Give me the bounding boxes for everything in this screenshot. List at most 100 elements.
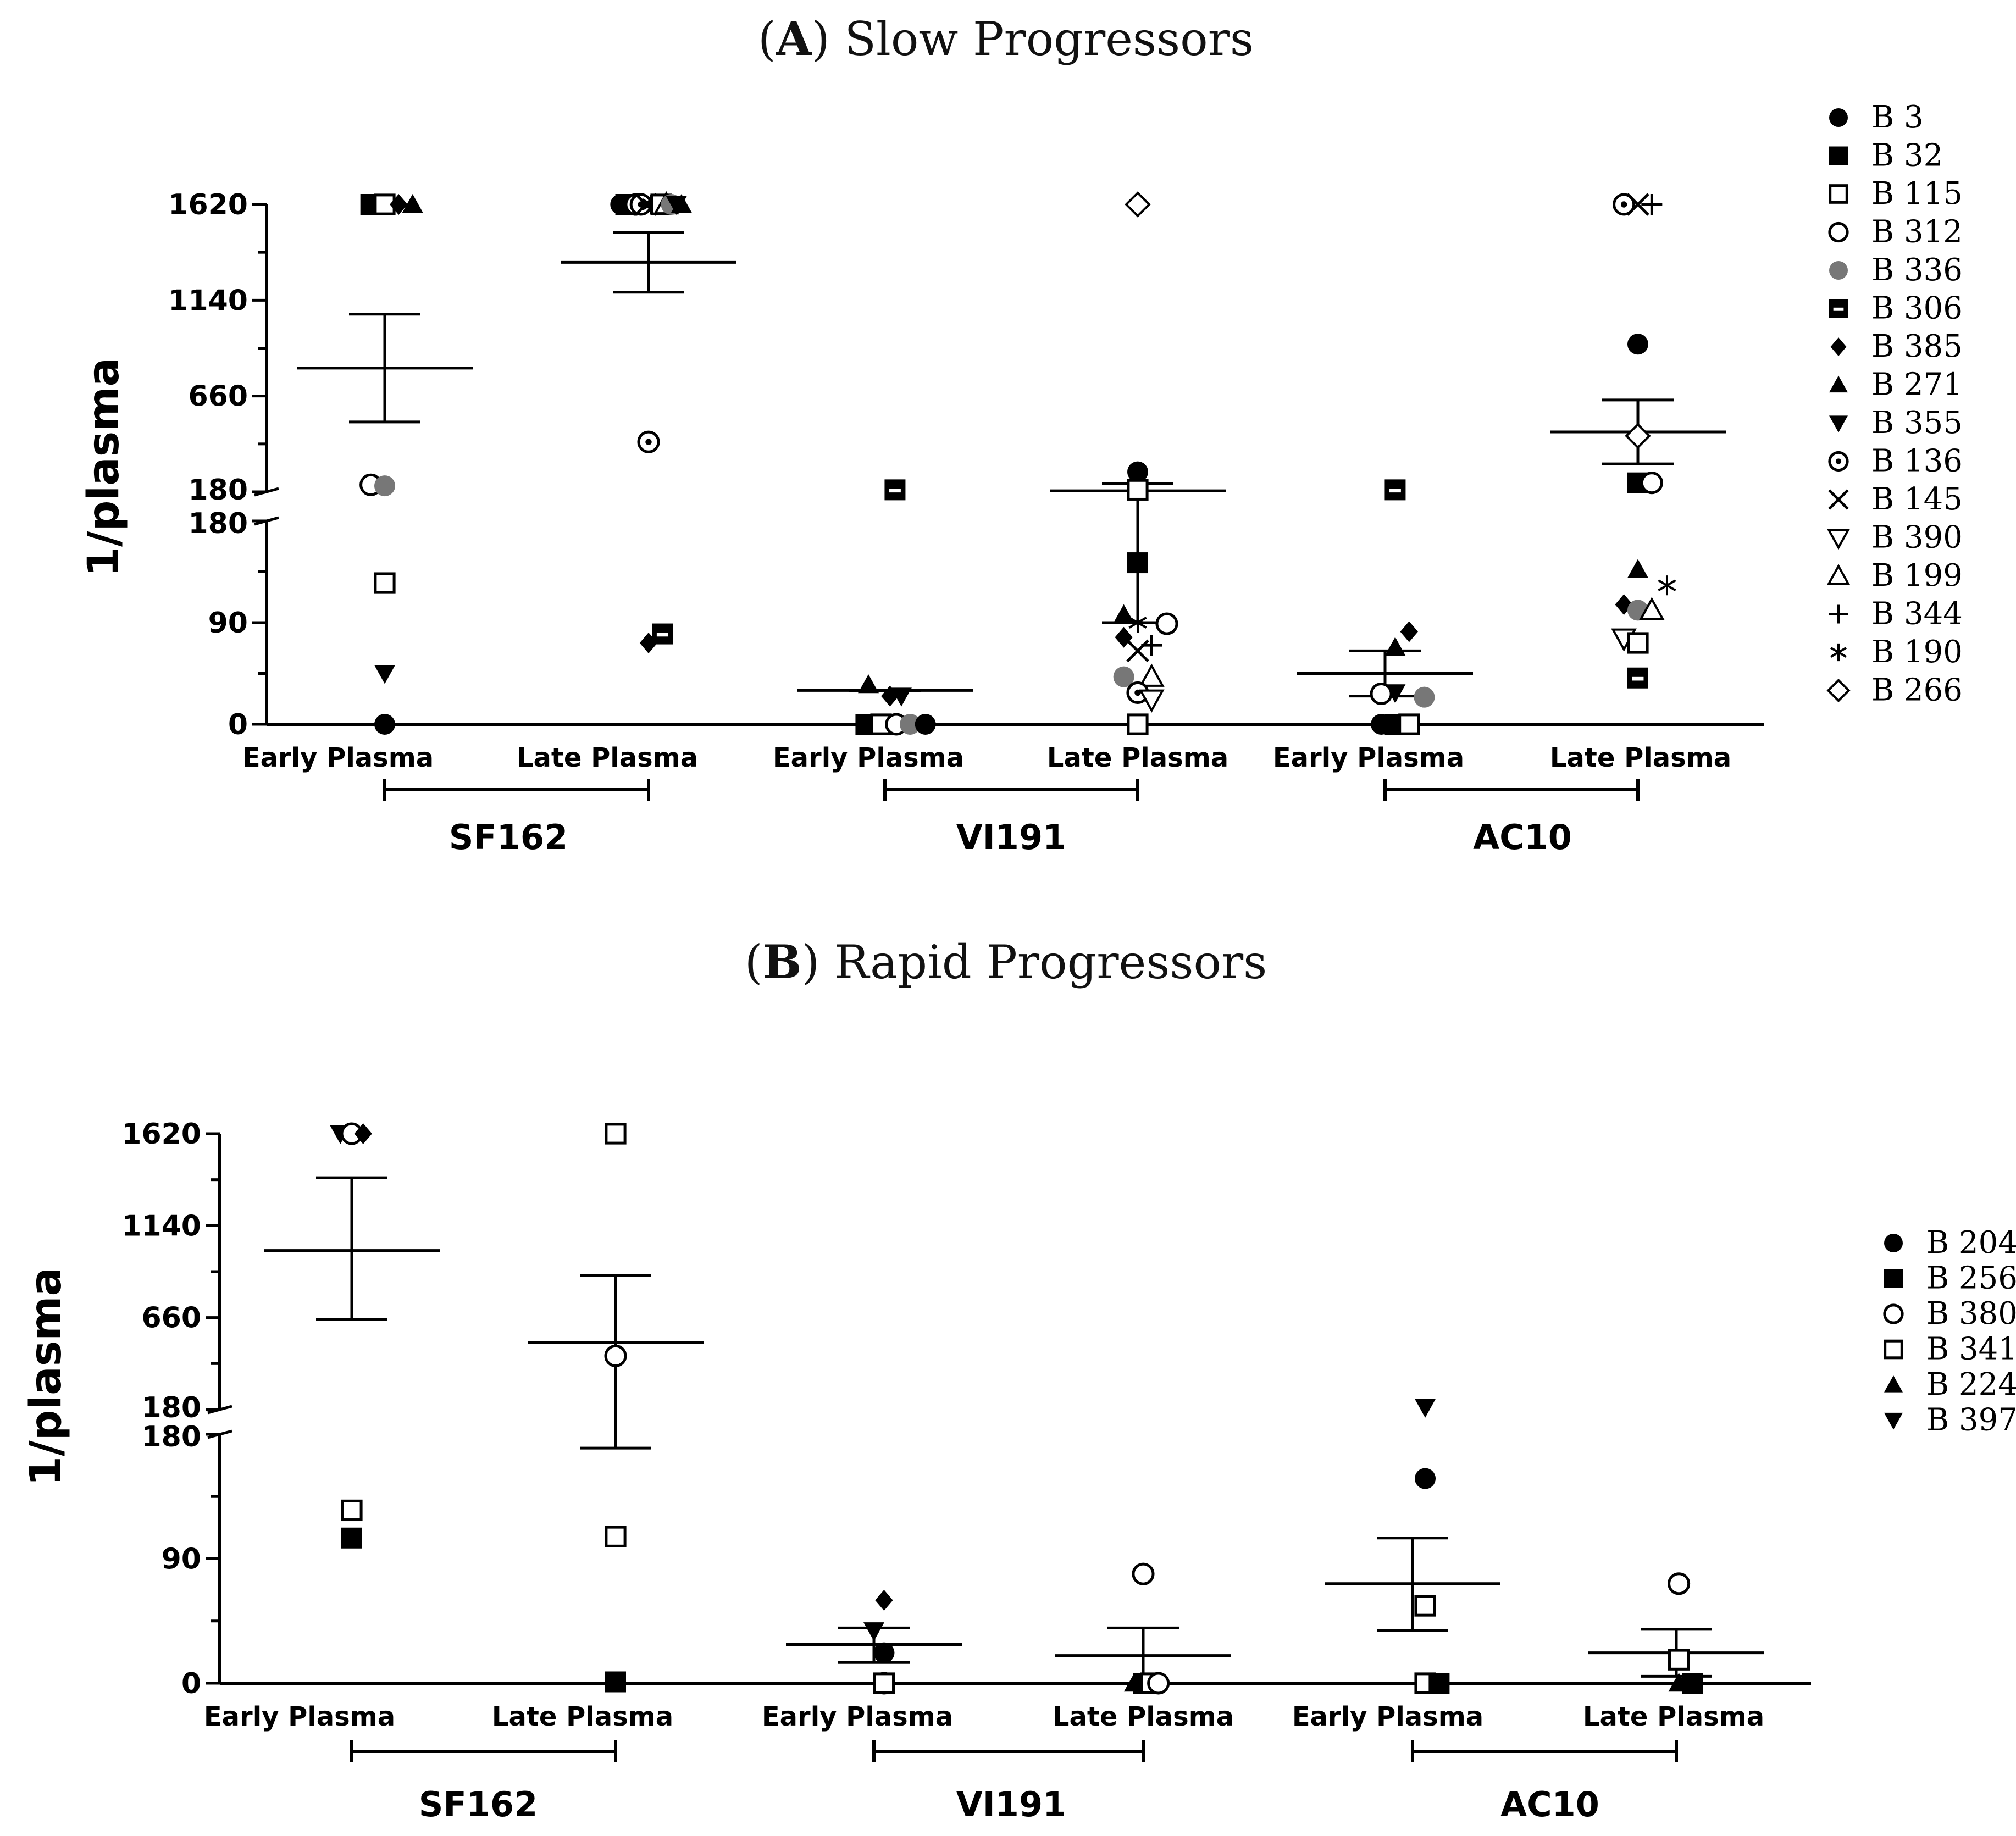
legend-label: B 271 [1871,367,1963,403]
data-point-center [1620,201,1627,208]
y-axis-label: 1/plasma [21,1267,71,1486]
x-category-label: Late Plasma [1047,742,1228,773]
data-point [890,687,912,707]
x-category-label: Early Plasma [1292,1701,1483,1732]
x-category-label: Early Plasma [1273,742,1464,773]
group-label: AC10 [1473,817,1572,857]
legend-label: B 385 [1871,329,1963,364]
data-point [1370,682,1393,706]
data-point [915,714,936,735]
data-point [671,194,692,213]
y-tick-label: 180 [141,1421,201,1454]
legend-label: B 32 [1871,138,1943,174]
data-point [1627,667,1648,689]
data-point [1127,713,1149,735]
data-point [1668,1572,1691,1595]
title-paren-open: ( [758,12,776,66]
data-point [1625,423,1651,450]
y-tick-label: 0 [228,708,248,741]
data-point [1639,597,1665,620]
legend-label: B 336 [1871,252,1963,288]
data-point [1641,194,1663,215]
legend-label: B 190 [1871,634,1963,670]
data-point [1400,621,1418,642]
legend-marker [1829,108,1848,127]
y-tick-label: 1140 [168,284,248,317]
x-category-label: Late Plasma [1550,742,1731,773]
legend-label: B 344 [1871,596,1963,632]
data-point [1627,632,1649,654]
data-point [875,1590,893,1611]
group-label: VI191 [956,1784,1066,1824]
data-point [1384,479,1406,501]
legend-marker-center [1835,458,1842,464]
title-paren-close: ) [812,12,844,66]
data-point [341,1527,362,1549]
data-point-center [645,439,652,445]
group-label: VI191 [956,817,1066,857]
y-tick-label: 90 [208,607,248,640]
data-point [354,1123,372,1144]
legend-marker [1829,299,1848,318]
data-point-stripe [1389,489,1401,493]
legend-marker [1829,604,1848,624]
legend-label: B 266 [1871,673,1963,708]
y-tick-label: 1620 [121,1118,201,1151]
y-tick-label: 1140 [121,1210,201,1243]
group-bracket [872,1740,1145,1762]
data-point [1682,1673,1703,1694]
data-point [1126,639,1149,663]
group-bracket [883,779,1139,801]
data-point [1132,1562,1155,1585]
legend-label: B 145 [1871,481,1963,517]
legend-label: B 341 [1926,1332,2016,1367]
data-point [1415,1468,1436,1489]
data-point [1141,635,1162,656]
legend-marker [1826,564,1851,585]
data-point [1414,1595,1436,1617]
legend-marker [1884,1412,1903,1430]
legend-marker [1884,1269,1903,1288]
legend-label: B 204 [1926,1225,2016,1261]
y-tick-label: 660 [141,1302,201,1335]
legend-marker [1828,221,1849,243]
group-label: SF162 [419,1784,538,1824]
x-category-label: Late Plasma [517,742,698,773]
legend-marker [1884,1339,1903,1360]
legend-marker [1828,451,1849,472]
data-point [1415,1399,1436,1418]
data-point [374,475,395,497]
data-point [374,665,395,684]
legend-label: B 115 [1871,176,1963,212]
x-category-label: Late Plasma [492,1701,673,1732]
data-point [884,479,906,501]
legend-label: B 256 [1926,1261,2016,1296]
data-point [1658,575,1676,596]
data-point [1139,663,1165,687]
y-tick-label: 180 [188,507,248,540]
legend-marker [1828,489,1849,510]
data-point [1125,191,1151,218]
group-label: SF162 [449,817,568,857]
legend-label: B 380 [1926,1296,2016,1332]
legend-marker [1884,1234,1903,1252]
x-category-label: Early Plasma [773,742,964,773]
data-point-stripe [656,633,668,637]
data-point [900,714,921,735]
data-point [1113,666,1134,687]
data-point [1414,686,1435,708]
y-tick-label: 180 [141,1391,201,1424]
group-bracket [1411,1740,1678,1762]
legend-label: B 306 [1871,291,1963,326]
legend-marker [1829,261,1848,280]
y-tick-label: 660 [188,380,248,413]
data-point [863,1622,884,1641]
data-point [605,1123,627,1145]
data-point [873,1642,895,1663]
data-point-center [1134,689,1141,696]
data-point [1147,1672,1170,1695]
group-bracket [350,1740,617,1762]
data-point [652,623,673,645]
